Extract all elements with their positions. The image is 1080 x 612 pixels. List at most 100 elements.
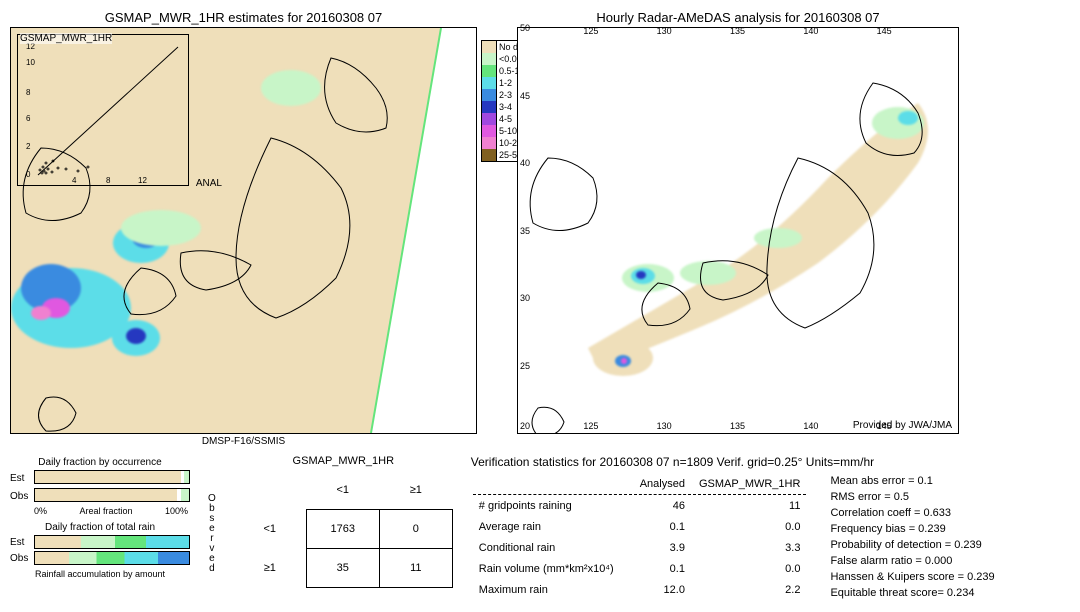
provided-label: Provided by JWA/JMA [853, 420, 952, 431]
cell: 3.9 [634, 538, 691, 557]
occ-title: Daily fraction by occurrence [10, 457, 190, 468]
legend-swatch [482, 65, 497, 77]
bottom-row: Daily fraction by occurrence Est Obs 0% … [10, 455, 1070, 601]
metric-line: Correlation coeff = 0.633 [830, 505, 994, 521]
legend-swatch [482, 89, 497, 101]
metric-line: RMS error = 0.5 [830, 489, 994, 505]
svg-text:10: 10 [26, 58, 35, 67]
contingency-panel: GSMAP_MWR_1HR <1 ≥1 <1 1763 0 ≥1 35 11 [234, 455, 453, 601]
xtick: 145 [877, 421, 892, 431]
legend-swatch [482, 149, 497, 161]
cell: Average rain [473, 518, 632, 537]
table-row: Conditional rain3.93.3 [473, 538, 807, 557]
table-row: Rain volume (mm*km²x10⁴)0.10.0 [473, 559, 807, 578]
legend-swatch [482, 41, 497, 53]
est-occ-bar [34, 470, 190, 484]
legend-swatch [482, 125, 497, 137]
inset-svg: 0 10 12 8 6 2 4 8 12 [18, 35, 188, 185]
obs-label: Obs [10, 491, 30, 502]
table-row: Maximum rain12.02.2 [473, 580, 807, 599]
cell: # gridpoints raining [473, 497, 632, 516]
xtick: 130 [657, 421, 672, 431]
gsmap-panel: GSMAP_MWR_1HR estimates for 20160308 07 [10, 10, 477, 449]
table-row: # gridpoints raining4611 [473, 497, 807, 516]
col1: <1 [306, 471, 379, 510]
metric-line: Frequency bias = 0.239 [830, 521, 994, 537]
coastlines-right [530, 83, 922, 433]
c22: 11 [379, 549, 452, 588]
cell: 2.2 [693, 580, 806, 599]
row1: <1 [234, 510, 307, 549]
legend-label: 5-10 [497, 126, 517, 136]
ytick: 45 [520, 91, 530, 101]
ytick: 30 [520, 293, 530, 303]
axis-label: Areal fraction [79, 506, 132, 516]
axis-min: 0% [34, 506, 47, 516]
svg-text:6: 6 [26, 114, 31, 123]
cell: 0.1 [634, 559, 691, 578]
gsmap-title: GSMAP_MWR_1HR estimates for 20160308 07 [10, 10, 477, 25]
radar-map: Provided by JWA/JMA 125 125 130 130 135 135 14… [517, 27, 959, 434]
svg-text:8: 8 [26, 88, 31, 97]
xtick: 125 [583, 26, 598, 36]
radar-title: Hourly Radar-AMeDAS analysis for 2016030… [517, 10, 959, 25]
ytick: 50 [520, 23, 530, 33]
radar-svg [518, 28, 958, 433]
metrics-list: Mean abs error = 0.1RMS error = 0.5Corre… [830, 473, 994, 601]
xtick: 130 [657, 26, 672, 36]
cell: Maximum rain [473, 580, 632, 599]
cell: 3.3 [693, 538, 806, 557]
cell: 0.0 [693, 559, 806, 578]
c12: 0 [379, 510, 452, 549]
legend-label: 4-5 [497, 114, 512, 124]
xtick: 145 [877, 26, 892, 36]
xtick: 135 [730, 26, 745, 36]
metric-line: Mean abs error = 0.1 [830, 473, 994, 489]
radar-panel: Hourly Radar-AMeDAS analysis for 2016030… [517, 10, 959, 449]
svg-text:8: 8 [106, 176, 111, 185]
c11: 1763 [306, 510, 379, 549]
ytick: 20 [520, 421, 530, 431]
verif-table: Analysed GSMAP_MWR_1HR # gridpoints rain… [471, 473, 809, 601]
metric-line: Hanssen & Kuipers score = 0.239 [830, 569, 994, 585]
inset-scatter: GSMAP_MWR_1HR 0 10 12 8 6 2 4 8 12 [17, 34, 189, 186]
xtick: 135 [730, 421, 745, 431]
cell: 12.0 [634, 580, 691, 599]
coverage-band [588, 103, 928, 376]
metric-line: Equitable threat score= 0.234 [830, 585, 994, 601]
verif-header: Verification statistics for 20160308 07 … [471, 455, 1070, 469]
metric-line: False alarm ratio = 0.000 [830, 553, 994, 569]
est-rain-bar [34, 535, 190, 549]
table-row: Average rain0.10.0 [473, 518, 807, 537]
legend-label: 2-3 [497, 90, 512, 100]
c21: 35 [306, 549, 379, 588]
cell: Conditional rain [473, 538, 632, 557]
xtick: 125 [583, 421, 598, 431]
legend-swatch [482, 101, 497, 113]
est-label: Est [10, 473, 30, 484]
legend-swatch [482, 137, 497, 149]
verification-panel: Verification statistics for 20160308 07 … [471, 455, 1070, 601]
legend-label: 1-2 [497, 78, 512, 88]
ctable-title: GSMAP_MWR_1HR [234, 455, 453, 467]
svg-text:2: 2 [26, 142, 31, 151]
legend-swatch [482, 77, 497, 89]
obs-label2: Obs [10, 553, 30, 564]
maps-row: GSMAP_MWR_1HR estimates for 20160308 07 [10, 10, 1070, 449]
cell: 46 [634, 497, 691, 516]
obs-rain-bar [34, 551, 190, 565]
sat-label: DMSP-F16/SSMIS [10, 436, 477, 447]
fraction-bars: Daily fraction by occurrence Est Obs 0% … [10, 455, 190, 601]
legend-swatch [482, 113, 497, 125]
gsmap-map: GSMAP_MWR_1HR 0 10 12 8 6 2 4 8 12 [10, 27, 477, 434]
svg-text:12: 12 [138, 176, 147, 185]
svg-text:0: 0 [26, 170, 31, 179]
metric-line: Probability of detection = 0.239 [830, 537, 994, 553]
observed-vertical: Observed [208, 455, 216, 601]
cell: 0.0 [693, 518, 806, 537]
axis-max: 100% [165, 506, 188, 516]
est-label2: Est [10, 537, 30, 548]
rain-title: Daily fraction of total rain [10, 522, 190, 533]
col-analysed: Analysed [634, 475, 691, 495]
ytick: 25 [520, 361, 530, 371]
